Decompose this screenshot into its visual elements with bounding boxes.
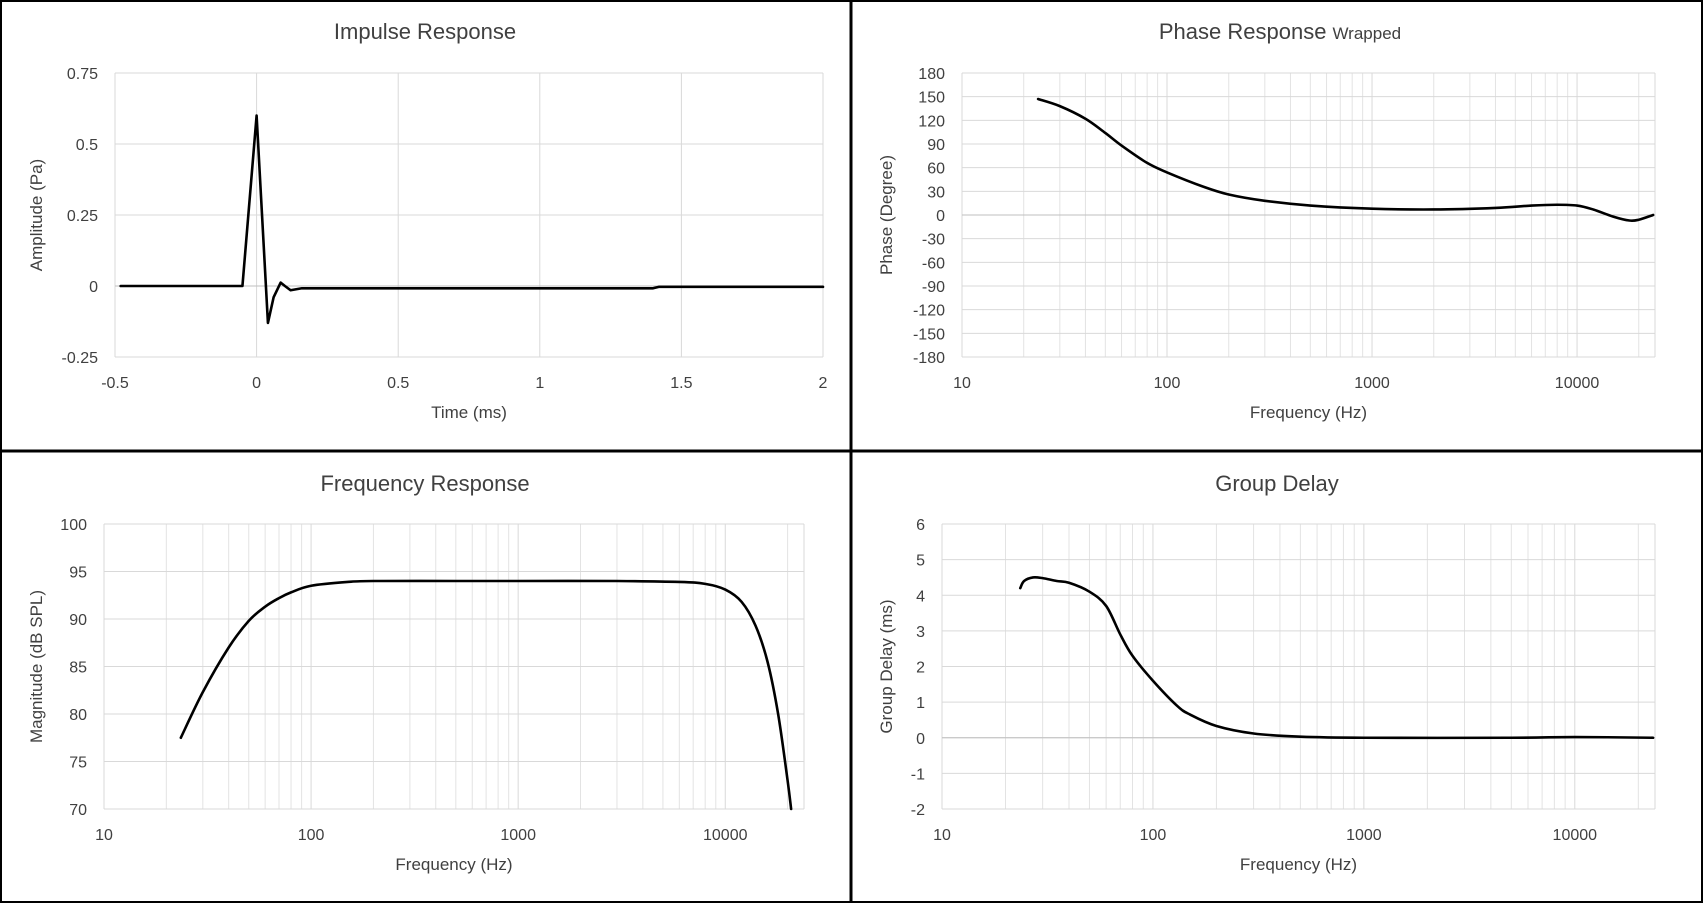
y-axis-label: Magnitude (dB SPL)	[27, 590, 46, 743]
x-tick-label: 1000	[1346, 827, 1382, 844]
y-tick-label: 0	[936, 208, 945, 225]
y-axis-label: Amplitude (Pa)	[27, 159, 46, 271]
y-tick-label: -150	[913, 326, 945, 343]
chart-phase: 180 150 120 90 60 30 0 -30 -60 -90 -120 -150 -180 10 1…	[877, 19, 1656, 422]
series-line	[179, 579, 793, 811]
y-tick-label: 0	[916, 731, 925, 748]
y-tick-label: 85	[69, 660, 87, 677]
x-tick-label: 0	[252, 375, 261, 392]
y-tick-label: -90	[922, 279, 945, 296]
x-axis-label: Frequency (Hz)	[395, 855, 512, 874]
series-line	[1018, 575, 1655, 740]
x-axis-label: Frequency (Hz)	[1250, 403, 1367, 422]
y-tick-label: 150	[918, 90, 945, 107]
y-tick-label: 0.75	[67, 66, 98, 83]
y-tick-label: 4	[916, 588, 925, 605]
chart-title-suffix: Wrapped	[1332, 24, 1401, 43]
y-tick-label: -180	[913, 350, 945, 367]
x-tick-label: 100	[298, 827, 325, 844]
y-tick-label: 0	[89, 279, 98, 296]
x-axis-label: Time (ms)	[431, 403, 507, 422]
y-tick-label: 180	[918, 66, 945, 83]
y-tick-label: 60	[927, 161, 945, 178]
chart-frequency: 100 95 90 85 80 75 70 10 100 1000 10000 Frequency R…	[27, 471, 805, 874]
y-tick-label: 120	[918, 113, 945, 130]
chart-impulse: -0.25 0 0.25 0.5 0.75 -0.5 0 0.5 1 1.5 2 Impulse Re…	[27, 19, 828, 422]
x-tick-label: 1000	[1354, 375, 1390, 392]
chart-title: Frequency Response	[320, 471, 529, 496]
chart-title: Phase Response Wrapped	[1159, 19, 1401, 44]
series-line	[1036, 97, 1655, 223]
y-tick-label: -2	[911, 802, 925, 819]
y-tick-label: 6	[916, 517, 925, 534]
x-tick-label: 100	[1140, 827, 1167, 844]
y-tick-label: -120	[913, 303, 945, 320]
x-tick-label: 1.5	[670, 375, 692, 392]
y-tick-label: -0.25	[62, 350, 99, 367]
y-tick-label: 0.5	[76, 137, 98, 154]
x-tick-label: 10000	[1553, 827, 1598, 844]
x-tick-label: 10	[953, 375, 971, 392]
chart-title: Impulse Response	[334, 19, 516, 44]
y-tick-label: 30	[927, 184, 945, 201]
y-tick-label: 75	[69, 755, 87, 772]
y-tick-label: 80	[69, 707, 87, 724]
y-tick-label: 1	[916, 695, 925, 712]
y-axis-label: Phase (Degree)	[877, 155, 896, 275]
x-tick-label: 10	[933, 827, 951, 844]
y-tick-label: -1	[911, 766, 925, 783]
y-axis-label: Group Delay (ms)	[877, 599, 896, 733]
x-tick-label: 10000	[1555, 375, 1600, 392]
y-tick-label: 2	[916, 660, 925, 677]
y-tick-label: 0.25	[67, 208, 98, 225]
y-tick-label: 100	[60, 517, 87, 534]
series-line	[119, 114, 825, 325]
y-tick-label: 5	[916, 553, 925, 570]
y-tick-label: 90	[69, 612, 87, 629]
x-tick-label: 2	[819, 375, 828, 392]
x-axis-label: Frequency (Hz)	[1240, 855, 1357, 874]
x-tick-label: -0.5	[101, 375, 129, 392]
x-tick-label: 10000	[703, 827, 748, 844]
y-tick-label: 95	[69, 565, 87, 582]
y-tick-label: -30	[922, 232, 945, 249]
x-tick-label: 100	[1154, 375, 1181, 392]
y-tick-label: 90	[927, 137, 945, 154]
y-tick-label: 70	[69, 802, 87, 819]
y-tick-label: 3	[916, 624, 925, 641]
y-tick-label: -60	[922, 255, 945, 272]
x-tick-label: 10	[95, 827, 113, 844]
x-tick-label: 1000	[500, 827, 536, 844]
x-tick-label: 1	[535, 375, 544, 392]
chart-title: Group Delay	[1215, 471, 1339, 496]
x-tick-label: 0.5	[387, 375, 409, 392]
